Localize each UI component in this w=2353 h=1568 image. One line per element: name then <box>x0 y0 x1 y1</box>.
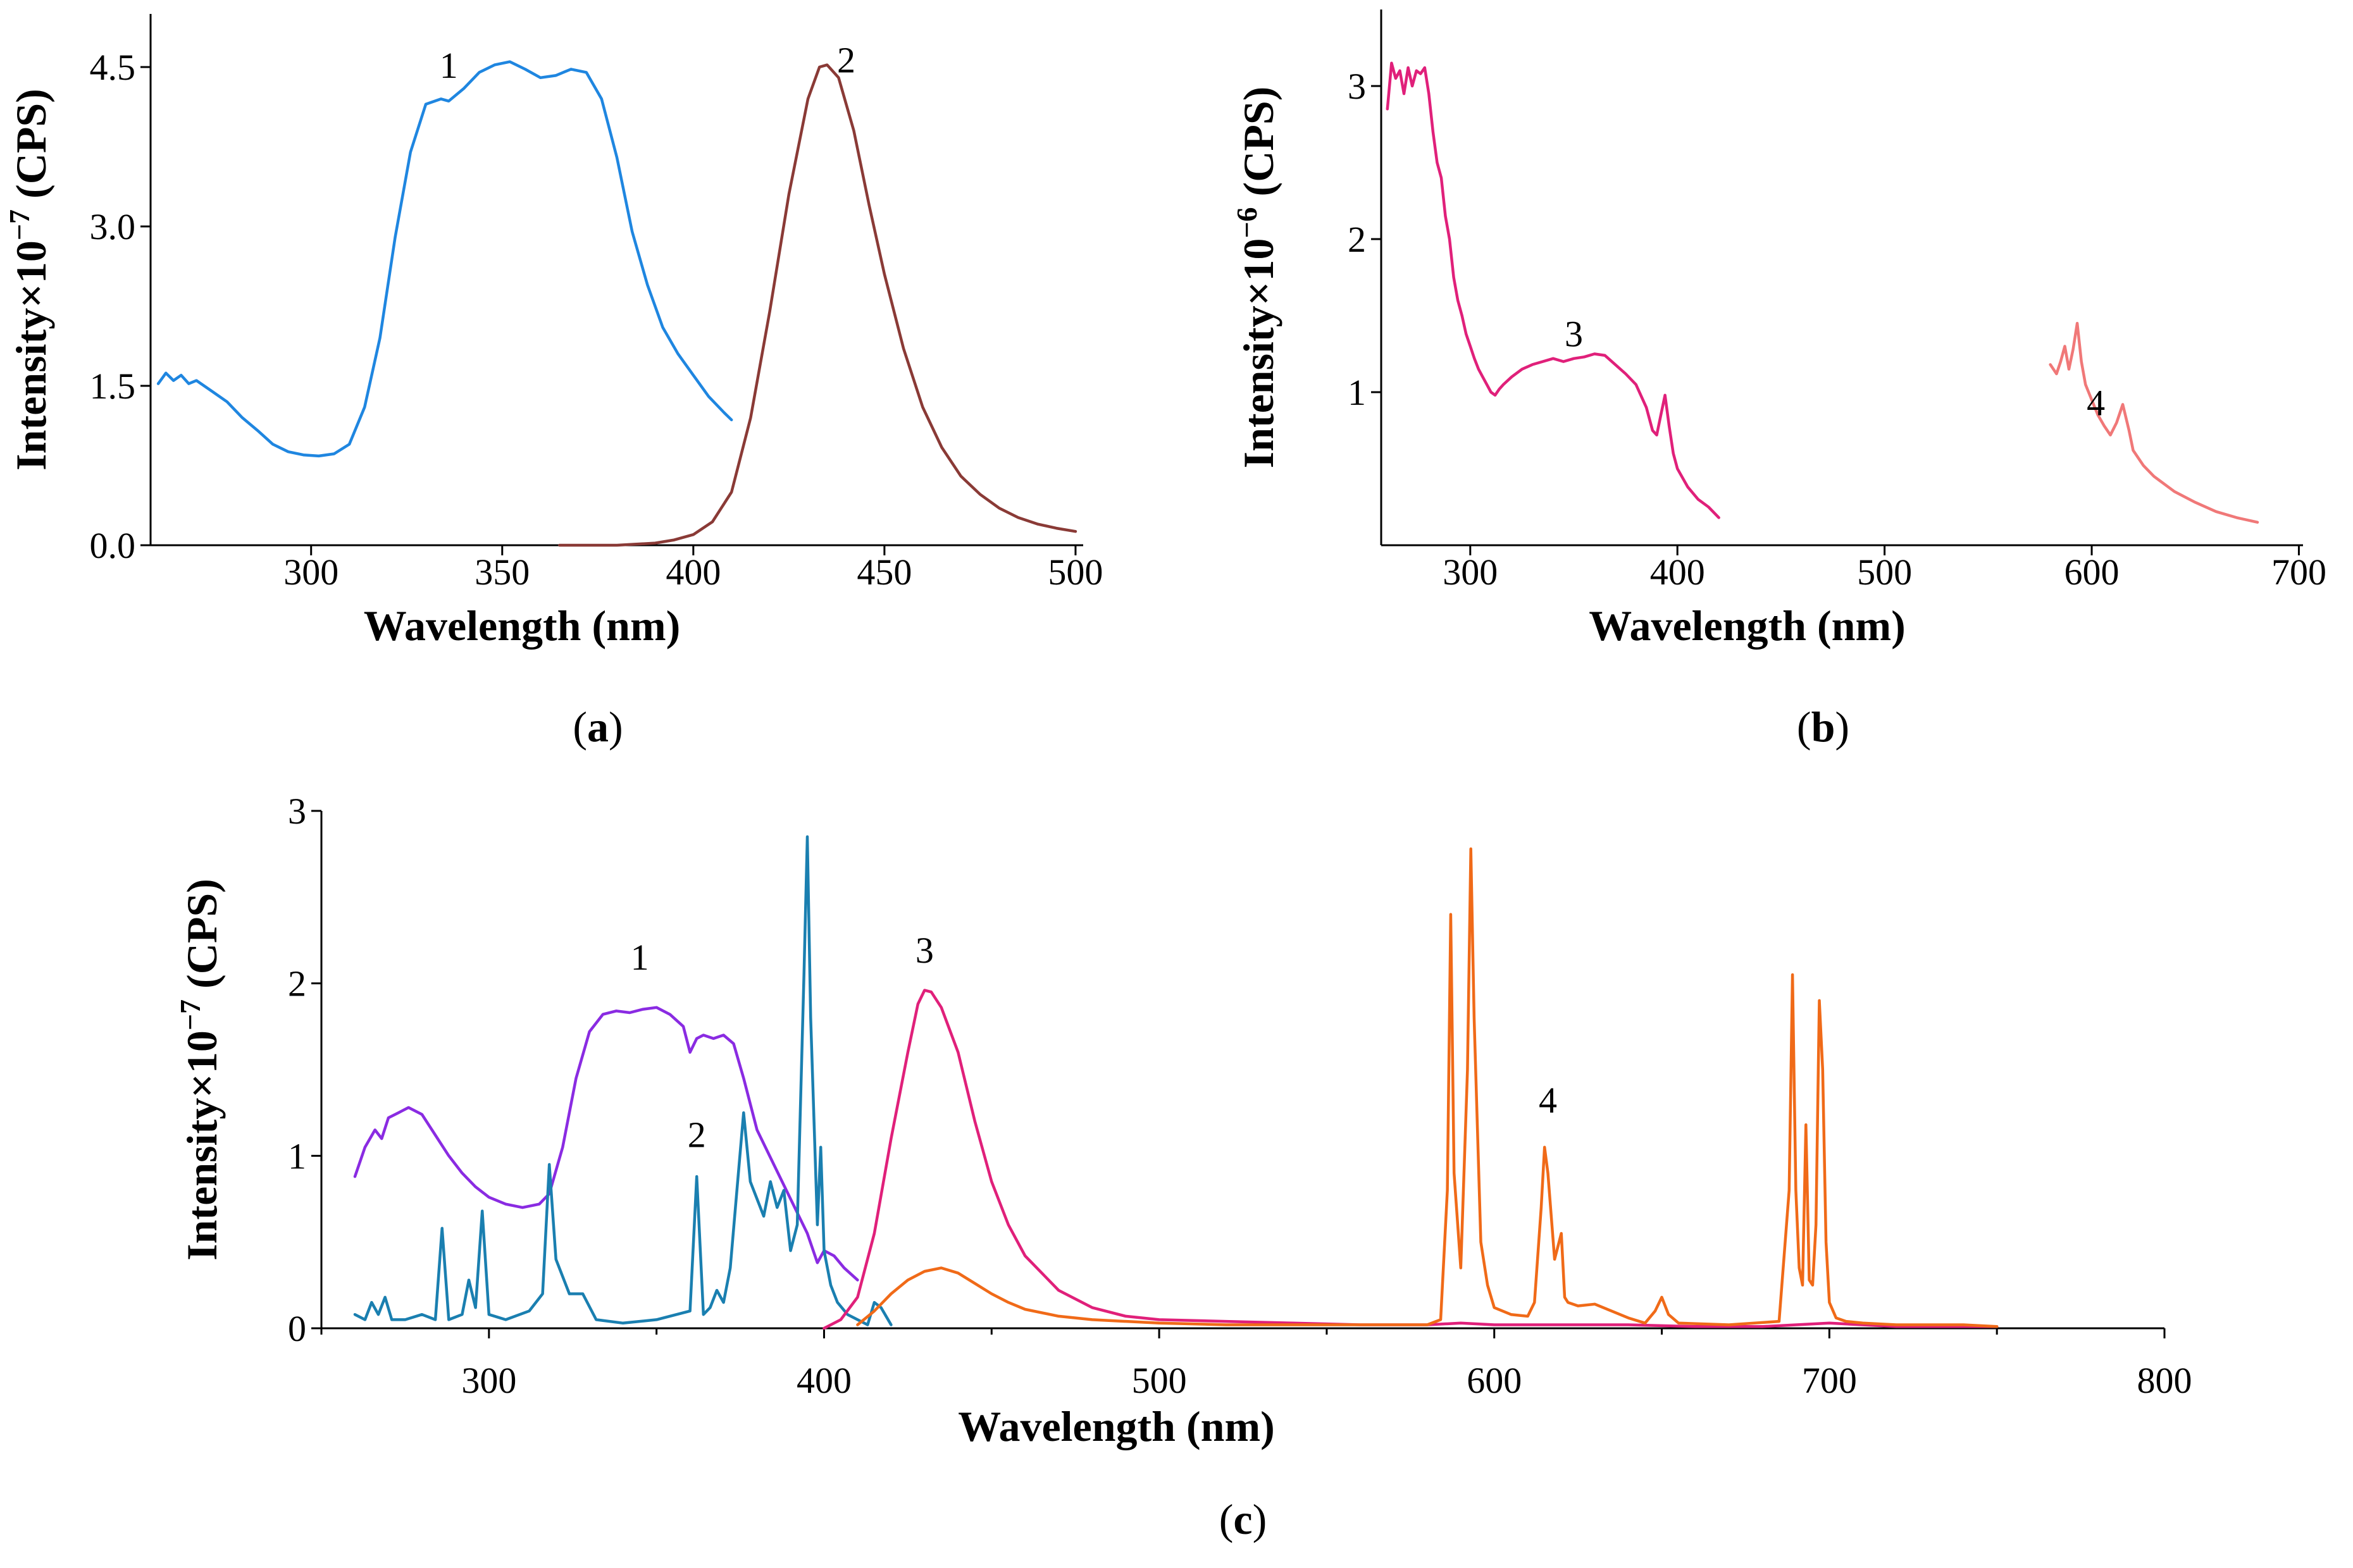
curve-label-4: 4 <box>1539 1080 1557 1121</box>
x-tick-label: 300 <box>461 1360 516 1401</box>
panel-label-open: ( <box>1219 1495 1234 1543</box>
panel-label: (b) <box>1797 703 1849 751</box>
panel-label-letter: a <box>587 703 609 751</box>
y-axis-title-exponent: −7 <box>174 999 206 1030</box>
y-tick-label: 4.5 <box>90 47 136 88</box>
series-line-1 <box>353 1006 859 1281</box>
y-tick-label: 3 <box>288 791 306 832</box>
x-tick-label: 400 <box>1650 552 1705 593</box>
y-tick-label: 0 <box>288 1308 306 1349</box>
panel-a: 300 350 400 450 500 0.0 1.5 3.0 4.5 1 2 Wavelength … <box>3 14 1103 751</box>
x-tick-label: 700 <box>2271 552 2326 593</box>
curve-label-1: 1 <box>440 45 458 86</box>
series-line-2 <box>353 835 893 1326</box>
y-tick-label: 3 <box>1348 66 1366 107</box>
series-line-3 <box>1386 61 1720 519</box>
x-tick-label: 500 <box>1048 552 1103 593</box>
y-tick-label: 3.0 <box>90 206 136 247</box>
curve-label-2: 2 <box>688 1114 706 1156</box>
y-tick-label: 1 <box>288 1135 306 1176</box>
curve-label-3: 3 <box>1565 313 1583 354</box>
y-tick-label: 1.5 <box>90 366 136 407</box>
y-axis-title-unit: (CPS) <box>7 89 55 209</box>
y-axis-title-base: Intensity×10 <box>1234 238 1282 469</box>
y-axis-title: Intensity×10−7 (CPS) <box>174 879 226 1261</box>
x-tick-label: 600 <box>2064 552 2120 593</box>
y-axis-title: Intensity×10−6 (CPS) <box>1231 87 1282 469</box>
panel-label: (a) <box>573 703 623 751</box>
x-tick-label: 500 <box>1132 1360 1187 1401</box>
panel-label: (c) <box>1219 1495 1267 1543</box>
y-axis-title-unit: (CPS) <box>1234 87 1282 207</box>
x-tick-label: 400 <box>797 1360 852 1401</box>
x-axis-title: Wavelength (nm) <box>364 602 681 650</box>
x-tick-label: 600 <box>1467 1360 1522 1401</box>
x-tick-label: 400 <box>666 552 721 593</box>
curve-label-4: 4 <box>2087 382 2105 423</box>
y-tick-label: 2 <box>1348 219 1366 260</box>
y-axis-title-base: Intensity×10 <box>7 240 55 471</box>
curve-label-1: 1 <box>631 937 649 978</box>
y-tick-label: 1 <box>1348 372 1366 413</box>
panel-b: 300 400 500 600 700 1 2 3 3 4 Wavelength (nm) Inten… <box>1231 9 2326 751</box>
panel-label-letter: c <box>1233 1495 1252 1543</box>
y-tick-label: 0.0 <box>90 525 136 566</box>
series-line-4 <box>856 847 1999 1328</box>
panel-c: 300 400 500 600 700 800 0 1 2 3 1 2 3 4 Wavelength (nm… <box>174 791 2192 1543</box>
panel-label-open: ( <box>1797 703 1811 751</box>
x-tick-label: 350 <box>475 552 530 593</box>
series-line-1 <box>156 60 733 458</box>
y-axis-title-unit: (CPS) <box>178 879 226 999</box>
panel-label-open: ( <box>573 703 587 751</box>
x-axis-title: Wavelength (nm) <box>1589 602 1906 650</box>
panel-label-close: ) <box>1835 703 1849 751</box>
y-axis-title-exponent: −6 <box>1231 207 1263 238</box>
panel-label-close: ) <box>609 703 623 751</box>
panel-label-close: ) <box>1253 1495 1267 1543</box>
x-axis-title: Wavelength (nm) <box>958 1402 1275 1450</box>
y-axis-title: Intensity×10−7 (CPS) <box>3 89 55 471</box>
y-tick-label: 2 <box>288 963 306 1004</box>
curve-label-2: 2 <box>837 39 855 80</box>
series-line-2 <box>558 63 1077 547</box>
curve-label-3: 3 <box>916 930 934 971</box>
series-line-3 <box>823 989 1999 1330</box>
y-axis-title-base: Intensity×10 <box>178 1030 226 1261</box>
x-tick-label: 800 <box>2137 1360 2192 1401</box>
x-tick-label: 450 <box>857 552 912 593</box>
x-tick-label: 300 <box>1443 552 1498 593</box>
series-line-4 <box>2049 321 2259 524</box>
panel-label-letter: b <box>1811 703 1835 751</box>
y-axis-title-exponent: −7 <box>3 209 35 240</box>
x-tick-label: 500 <box>1857 552 1912 593</box>
x-tick-label: 300 <box>283 552 338 593</box>
x-tick-label: 700 <box>1802 1360 1857 1401</box>
